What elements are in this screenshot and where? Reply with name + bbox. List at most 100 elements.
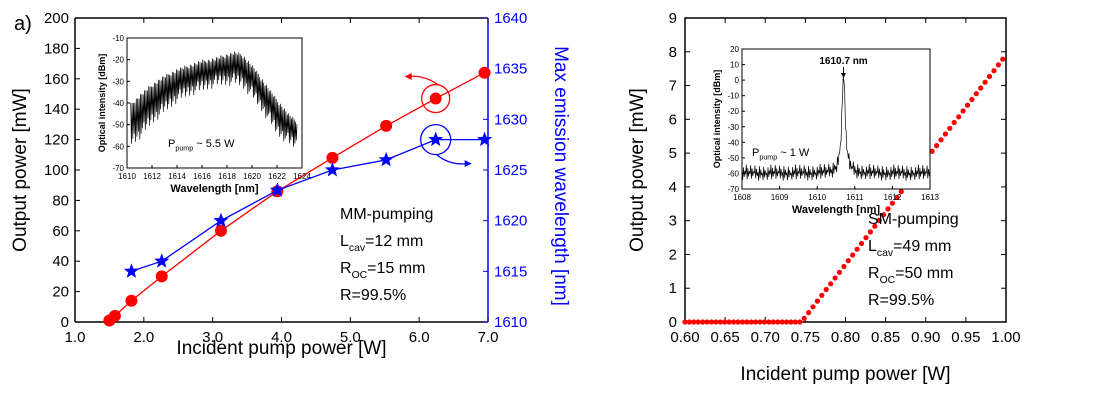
inset-y-tick-label: -60	[112, 142, 124, 151]
data-point	[757, 319, 763, 325]
power-point	[214, 224, 227, 237]
annotation-2: ROC=50 mm	[868, 265, 953, 286]
data-point	[956, 114, 962, 120]
power-point	[108, 309, 121, 322]
data-point	[858, 240, 865, 247]
wavelength-indicator-arrowhead	[464, 160, 472, 168]
inset-x-tick-label: 1613	[921, 193, 939, 202]
x-tick-label: 4.0	[271, 329, 292, 346]
annotation-0: MM-pumping	[340, 206, 433, 223]
data-point	[832, 275, 838, 281]
y2-tick-label: 1615	[494, 263, 527, 280]
data-point	[819, 292, 825, 298]
inset-y-tick-label: -20	[727, 107, 739, 116]
power-axis-indicator	[421, 83, 451, 114]
data-point	[934, 143, 940, 149]
data-point	[942, 131, 949, 137]
data-point	[713, 319, 719, 325]
inset-annotation: Ppump ~ 5.5 W	[168, 138, 235, 152]
inset-y-tick-label: 20	[730, 45, 739, 54]
data-point	[964, 102, 971, 108]
annotation-1: Lcav=12 mm	[340, 233, 423, 254]
power-indicator-arrowhead	[404, 73, 412, 81]
inset-y-tick-label: 0	[735, 76, 740, 85]
inset-y-title: Optical intensity [dBm]	[97, 54, 107, 153]
y-tick-label: 100	[44, 162, 69, 179]
data-point	[828, 281, 834, 287]
data-point	[854, 246, 860, 252]
inset-peak-arrowhead	[841, 73, 847, 78]
y-tick-label: 1	[669, 280, 677, 297]
wavelength-point	[213, 212, 229, 228]
data-point	[876, 217, 882, 223]
y-axis-title: Output power [mW]	[10, 88, 31, 252]
power-point	[478, 66, 491, 79]
data-point	[788, 319, 794, 325]
inset-y-tick-label: -60	[727, 169, 739, 178]
data-point	[894, 194, 900, 200]
x-tick-label: 0.60	[670, 329, 699, 346]
data-point	[823, 286, 829, 293]
data-point	[881, 212, 887, 218]
x-tick-label: 0.75	[791, 329, 820, 346]
data-point	[691, 319, 697, 325]
inset-peak-label: 1610.7 nm	[819, 56, 867, 67]
x-tick-label: 0.70	[751, 329, 780, 346]
inset-x-tick-label: 1609	[771, 193, 789, 202]
wavelength-indicator-arrow	[436, 154, 468, 165]
inset-b: 1608 1609 1610 1611 1612 1613 -70 -60 -50 -40 -30 -…	[712, 45, 939, 216]
annotation-0: SM-pumping	[868, 211, 959, 228]
wavelength-point	[428, 131, 444, 147]
x-tick-label: 5.0	[340, 329, 361, 346]
inset-x-tick-label: 1608	[733, 193, 751, 202]
y-tick-label: 7	[669, 78, 677, 95]
data-point	[1000, 56, 1006, 62]
data-point	[704, 319, 710, 325]
data-point	[739, 319, 746, 325]
y-tick-label: 2	[669, 246, 677, 263]
data-point	[766, 319, 772, 325]
data-point	[995, 62, 1002, 68]
inset-y-tick-label: -40	[112, 99, 124, 108]
wavelength-line	[131, 138, 485, 272]
data-point	[722, 319, 728, 325]
data-point	[726, 319, 732, 325]
data-point	[929, 148, 935, 154]
inset-x-tick-label: 1622	[268, 172, 286, 181]
y-tick-label: 4	[669, 179, 677, 196]
inset-x-tick-label: 1616	[193, 172, 211, 181]
y-tick-label: 20	[52, 284, 69, 301]
data-point	[682, 319, 688, 325]
inset-x-tick-label: 1624	[293, 172, 311, 181]
y2-axis-title: Max emission wavelength [nm]	[550, 46, 571, 306]
y2-tick-label: 1620	[494, 213, 527, 230]
power-point	[155, 270, 168, 283]
data-point	[753, 319, 759, 325]
y-tick-label: 6	[669, 111, 677, 128]
data-point	[969, 96, 975, 103]
power-point	[380, 119, 393, 132]
wavelength-point	[154, 253, 170, 268]
inset-y-tick-label: -30	[727, 123, 739, 132]
data-point	[735, 319, 741, 325]
data-point	[744, 319, 750, 325]
power-point	[125, 294, 138, 307]
data-point	[841, 263, 847, 270]
inset-y-tick-label: -20	[112, 56, 124, 65]
data-point	[700, 319, 706, 325]
data-point	[801, 315, 807, 321]
data-point	[863, 235, 869, 241]
inset-x-tick-label: 1611	[846, 193, 864, 202]
y-tick-label: 120	[44, 132, 69, 149]
y-axis-title: Output power [mW]	[627, 88, 648, 252]
y-tick-label: 80	[52, 192, 69, 209]
y2-tick-label: 1640	[494, 10, 527, 27]
y-tick-label: 180	[44, 40, 69, 57]
data-point	[797, 319, 803, 325]
data-point	[845, 258, 851, 264]
x-tick-label: 7.0	[478, 329, 499, 346]
annotation-3: R=99.5%	[340, 287, 406, 304]
data-point	[761, 319, 768, 325]
